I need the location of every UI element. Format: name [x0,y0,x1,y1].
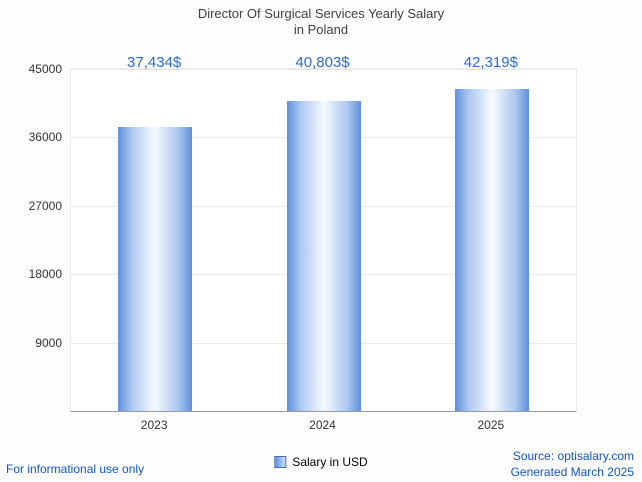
x-axis-tick-label: 2023 [140,418,168,432]
bar-2023 [118,126,193,411]
chart-title: Director Of Surgical Services Yearly Sal… [0,6,642,38]
legend-item-salary-in-usd[interactable]: Salary in USD [274,455,368,469]
attribution-block: Source: optisalary.com Generated March 2… [511,448,634,480]
y-axis-tick-label: 27000 [28,198,62,213]
bar-value-label: 42,319$ [463,54,518,71]
y-axis-tick-label: 18000 [28,267,62,282]
bar-value-label: 40,803$ [295,54,350,71]
gridline [71,69,576,70]
y-axis-tick-label: 9000 [35,335,62,350]
bar-2025 [454,89,529,411]
y-axis-tick-label: 45000 [28,62,62,76]
chart-title-line2: in Poland [293,22,349,37]
legend-label: Salary in USD [292,455,368,469]
source-link[interactable]: Source: optisalary.com [512,449,634,463]
disclaimer-text: For informational use only [6,462,145,476]
generated-date: Generated March 2025 [510,465,634,479]
y-axis-tick-label: 36000 [28,130,62,145]
x-axis-tick-label: 2025 [477,418,505,432]
legend-swatch-icon [274,456,287,468]
plot-area [70,68,577,412]
x-axis-tick-label: 2024 [309,418,336,432]
bar-value-label: 37,434$ [127,54,182,71]
chart-title-line1: Director Of Surgical Services Yearly Sal… [197,6,445,21]
bar-2024 [286,100,361,411]
